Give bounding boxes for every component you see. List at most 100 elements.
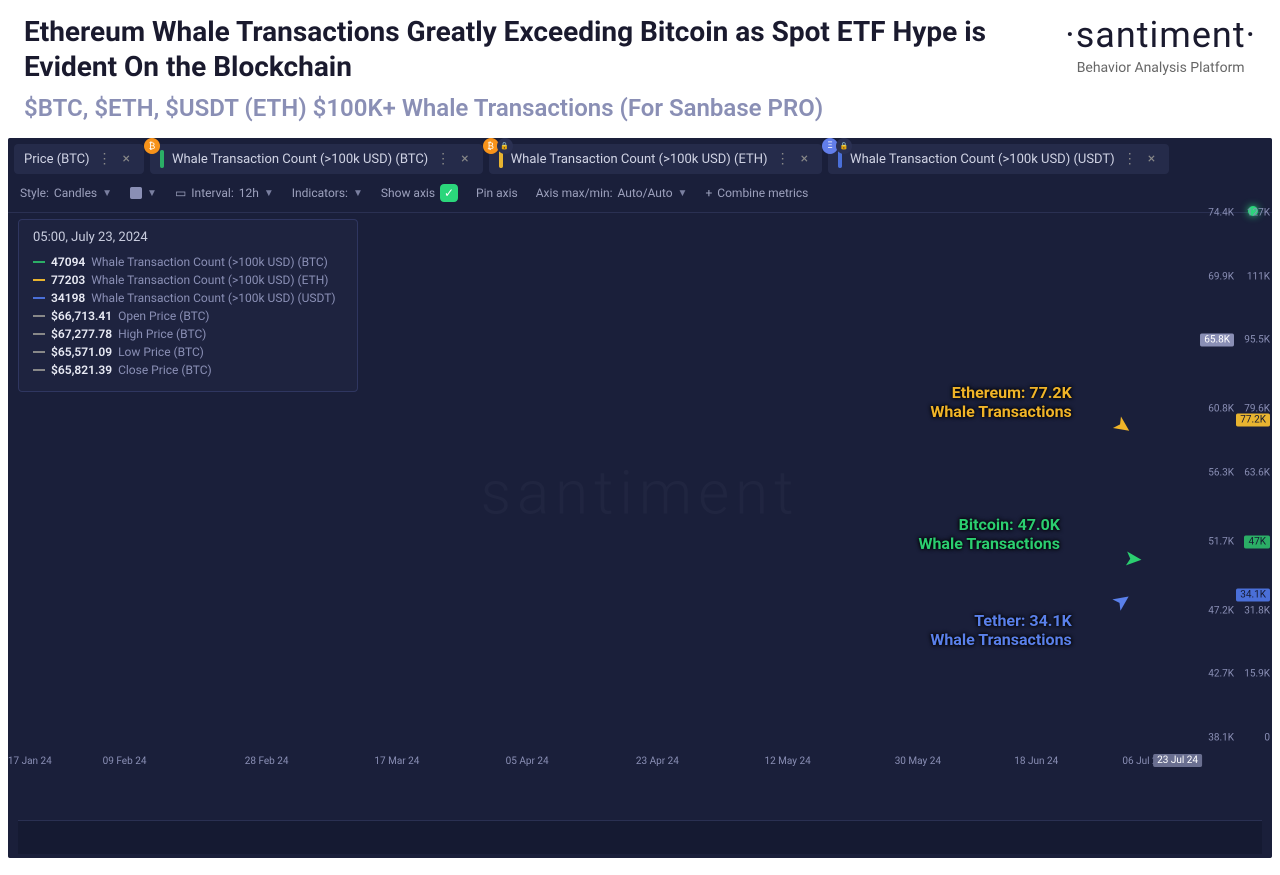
- y-tick: 74.4K: [1208, 208, 1234, 219]
- legend-label: Whale Transaction Count (>100k USD) (ETH…: [91, 273, 328, 287]
- y-tick: 95.5K: [1244, 335, 1270, 346]
- chevron-down-icon: ▼: [102, 188, 112, 199]
- legend-row: $65,821.39 Close Price (BTC): [33, 363, 343, 377]
- x-tick: 17 Jan 24: [8, 756, 52, 767]
- x-tick: 17 Mar 24: [374, 756, 419, 767]
- chevron-down-icon: ▼: [147, 188, 157, 199]
- chart-toolbar: Style: Candles ▼ ▼ ▭ Interval: 12h ▼ Ind…: [8, 174, 1272, 213]
- overview-minimap[interactable]: [18, 820, 1262, 854]
- y-tick: 60.8K: [1208, 404, 1234, 415]
- arrow-icon: ➤: [1123, 546, 1144, 573]
- y-tick: 47.2K: [1208, 605, 1234, 616]
- legend-value: $65,821.39: [51, 363, 112, 377]
- legend-color-dash: [33, 369, 45, 371]
- color-swatch[interactable]: ▼: [130, 187, 157, 199]
- chevron-down-icon: ▼: [353, 188, 363, 199]
- brand-tagline: Behavior Analysis Platform: [1065, 60, 1256, 76]
- legend-timestamp: 05:00, July 23, 2024: [33, 230, 343, 245]
- interval-selector[interactable]: ▭ Interval: 12h ▼: [175, 186, 274, 200]
- arrow-icon: ➤: [1107, 586, 1136, 617]
- chart-area[interactable]: 05:00, July 23, 2024 47094Whale Transact…: [8, 213, 1272, 773]
- style-selector[interactable]: Style: Candles ▼: [20, 186, 112, 200]
- metric-tab[interactable]: ₿Whale Transaction Count (>100k USD) (BT…: [150, 144, 483, 174]
- y-axis-price: 74.4K69.9K60.8K56.3K51.7K47.2K42.7K38.1K…: [1202, 213, 1234, 743]
- page-title: Ethereum Whale Transactions Greatly Exce…: [24, 14, 1065, 84]
- y-tick: 63.6K: [1244, 467, 1270, 478]
- legend-color-dash: [33, 351, 45, 353]
- y-axis-count: 127K111K95.5K79.6K63.6K31.8K15.9K077.2K4…: [1238, 213, 1270, 743]
- legend-color-dash: [33, 261, 45, 263]
- y-tick: 42.7K: [1208, 669, 1234, 680]
- x-tick: 18 Jun 24: [1014, 756, 1058, 767]
- y-tick: 15.9K: [1244, 669, 1270, 680]
- legend-label: Close Price (BTC): [118, 363, 212, 377]
- legend-label: Open Price (BTC): [118, 309, 209, 323]
- legend-tooltip: 05:00, July 23, 2024 47094Whale Transact…: [18, 219, 358, 392]
- tab-label: Whale Transaction Count (>100k USD) (BTC…: [172, 152, 428, 167]
- chart-panel: Price (BTC)⋮×₿Whale Transaction Count (>…: [8, 138, 1272, 858]
- x-tick: 05 Apr 24: [506, 756, 549, 767]
- metric-tab[interactable]: Price (BTC) ⋮ ×: [14, 144, 144, 174]
- legend-row: $66,713.41 Open Price (BTC): [33, 309, 343, 323]
- x-axis: 17 Jan 2409 Feb 2428 Feb 2417 Mar 2405 A…: [18, 747, 1202, 767]
- x-tick: 30 May 24: [895, 756, 941, 767]
- tab-menu-icon[interactable]: ⋮: [436, 151, 449, 167]
- legend-label: Low Price (BTC): [118, 345, 204, 359]
- legend-row: 77203 Whale Transaction Count (>100k USD)…: [33, 273, 343, 287]
- y-tick: 127K: [1247, 208, 1270, 219]
- tab-label: Whale Transaction Count (>100k USD) (ETH…: [511, 152, 768, 167]
- chevron-down-icon: ▼: [678, 188, 688, 199]
- y-tick: 0: [1264, 732, 1270, 743]
- legend-label: Whale Transaction Count (>100k USD) (BTC…: [91, 255, 327, 269]
- combine-metrics-button[interactable]: + Combine metrics: [705, 186, 808, 200]
- arrow-icon: ➤: [1107, 411, 1136, 442]
- tab-label: Whale Transaction Count (>100k USD) (USD…: [850, 152, 1115, 167]
- metric-tab[interactable]: ₿🔒Whale Transaction Count (>100k USD) (E…: [489, 144, 822, 174]
- tab-menu-icon[interactable]: ⋮: [776, 151, 789, 167]
- legend-label: Whale Transaction Count (>100k USD) (USD…: [91, 291, 335, 305]
- legend-row: 34198 Whale Transaction Count (>100k USD)…: [33, 291, 343, 305]
- legend-label: High Price (BTC): [118, 327, 206, 341]
- legend-value: 77203: [51, 273, 85, 287]
- axis-minmax-selector[interactable]: Axis max/min: Auto/Auto ▼: [536, 186, 688, 200]
- y-marker-count: 77.2K: [1236, 413, 1270, 426]
- x-tick: 09 Feb 24: [103, 756, 147, 767]
- lock-icon: 🔒: [497, 138, 513, 154]
- metric-tabs: Price (BTC)⋮×₿Whale Transaction Count (>…: [8, 138, 1272, 174]
- x-marker-end: 23 Jul 24: [1153, 754, 1202, 767]
- checkbox-icon: ✓: [440, 184, 458, 202]
- y-tick: 111K: [1247, 271, 1270, 282]
- close-icon[interactable]: ×: [118, 151, 133, 167]
- y-marker-count: 34.1K: [1236, 588, 1270, 601]
- pin-axis-button[interactable]: Pin axis: [476, 186, 518, 200]
- close-icon[interactable]: ×: [457, 151, 472, 167]
- calendar-icon: ▭: [175, 186, 186, 200]
- legend-value: $67,277.78: [51, 327, 112, 341]
- close-icon[interactable]: ×: [1144, 151, 1159, 167]
- y-tick: 38.1K: [1208, 732, 1234, 743]
- plus-icon: +: [705, 186, 712, 200]
- legend-row: 47094Whale Transaction Count (>100k USD)…: [33, 255, 343, 269]
- tab-menu-icon[interactable]: ⋮: [1123, 151, 1136, 167]
- series-color-bar: [160, 150, 164, 168]
- show-axis-toggle[interactable]: Show axis ✓: [381, 184, 458, 202]
- y-tick: 31.8K: [1244, 605, 1270, 616]
- legend-row: $65,571.09 Low Price (BTC): [33, 345, 343, 359]
- legend-color-dash: [33, 279, 45, 281]
- metric-tab[interactable]: Ξ🔒Whale Transaction Count (>100k USD) (U…: [828, 144, 1169, 174]
- close-icon[interactable]: ×: [797, 151, 812, 167]
- legend-value: $65,571.09: [51, 345, 112, 359]
- legend-color-dash: [33, 333, 45, 335]
- x-tick: 28 Feb 24: [245, 756, 289, 767]
- page-subtitle: $BTC, $ETH, $USDT (ETH) $100K+ Whale Tra…: [24, 94, 1065, 122]
- indicators-selector[interactable]: Indicators: ▼: [292, 186, 363, 200]
- tab-menu-icon[interactable]: ⋮: [97, 151, 110, 167]
- tab-label: Price (BTC): [24, 152, 89, 167]
- legend-color-dash: [33, 297, 45, 299]
- legend-value: 34198: [51, 291, 85, 305]
- y-tick: 56.3K: [1208, 467, 1234, 478]
- legend-value: $66,713.41: [51, 309, 112, 323]
- y-tick: 51.7K: [1208, 536, 1234, 547]
- legend-color-dash: [33, 315, 45, 317]
- y-tick: 69.9K: [1208, 271, 1234, 282]
